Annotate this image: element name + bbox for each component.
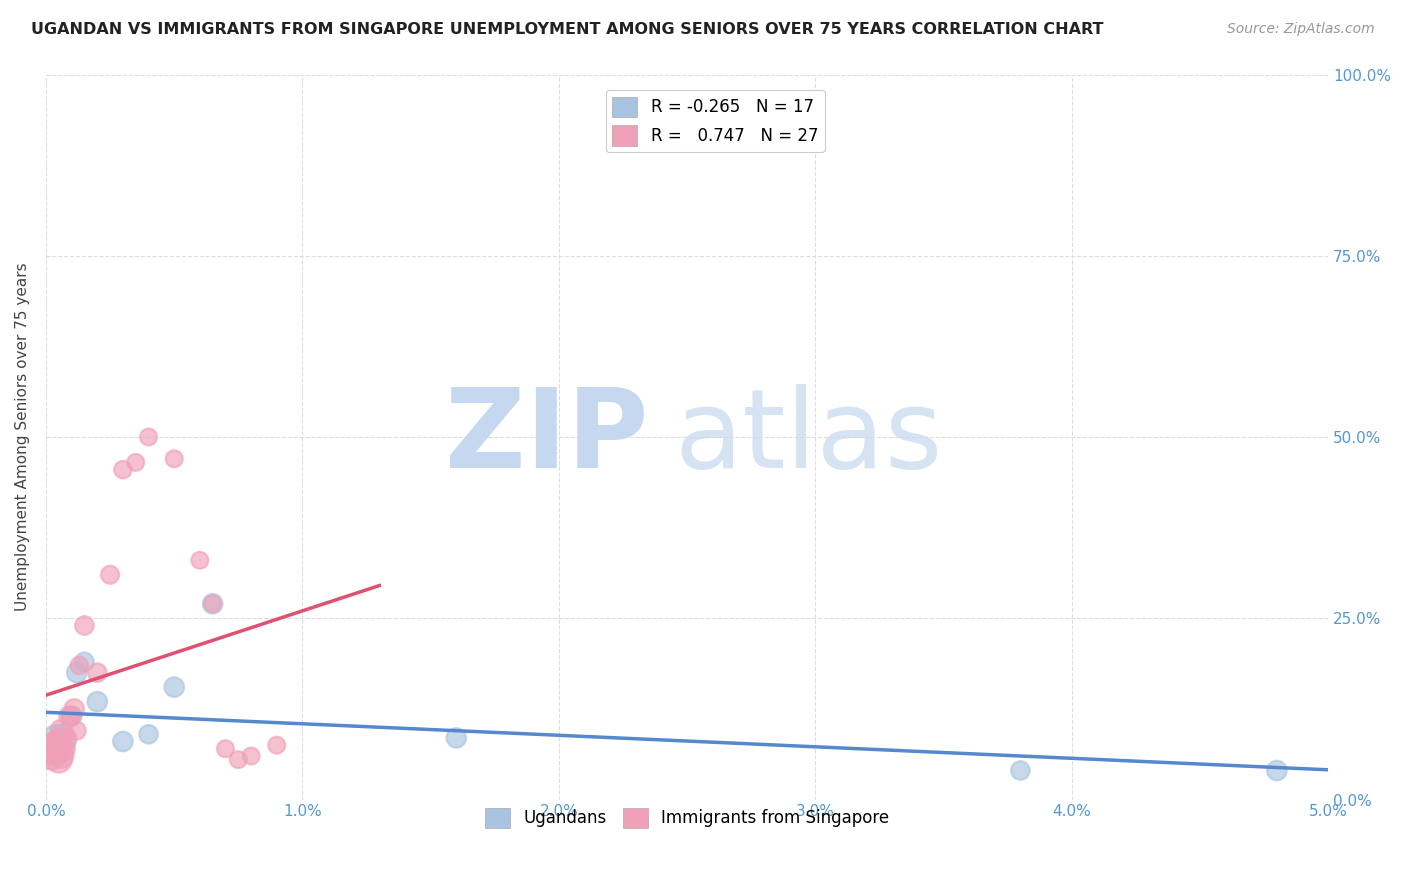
Point — [226, 753, 249, 767]
Point — [55, 734, 77, 748]
Point — [55, 731, 77, 745]
Point — [73, 655, 96, 669]
Point — [138, 430, 160, 444]
Point — [138, 727, 160, 741]
Point — [201, 597, 224, 611]
Point — [201, 597, 224, 611]
Y-axis label: Unemployment Among Seniors over 75 years: Unemployment Among Seniors over 75 years — [15, 263, 30, 611]
Point — [86, 695, 108, 709]
Point — [240, 749, 263, 764]
Point — [111, 463, 134, 477]
Point — [51, 727, 73, 741]
Point — [188, 553, 211, 567]
Point — [66, 665, 89, 680]
Text: UGANDAN VS IMMIGRANTS FROM SINGAPORE UNEMPLOYMENT AMONG SENIORS OVER 75 YEARS CO: UGANDAN VS IMMIGRANTS FROM SINGAPORE UNE… — [31, 22, 1104, 37]
Point — [60, 709, 83, 723]
Text: Source: ZipAtlas.com: Source: ZipAtlas.com — [1227, 22, 1375, 37]
Point — [48, 753, 70, 767]
Point — [52, 745, 75, 759]
Point — [45, 738, 67, 752]
Point — [111, 734, 134, 748]
Point — [51, 749, 73, 764]
Point — [98, 567, 121, 582]
Point — [51, 723, 73, 738]
Point — [39, 745, 62, 759]
Point — [45, 731, 67, 745]
Point — [66, 723, 89, 738]
Point — [163, 680, 186, 694]
Point — [48, 738, 70, 752]
Point — [58, 709, 80, 723]
Legend: Ugandans, Immigrants from Singapore: Ugandans, Immigrants from Singapore — [478, 801, 896, 835]
Point — [86, 665, 108, 680]
Point — [1010, 764, 1032, 778]
Text: atlas: atlas — [675, 384, 943, 491]
Point — [63, 702, 86, 716]
Point — [1265, 764, 1288, 778]
Point — [163, 451, 186, 466]
Point — [52, 741, 75, 756]
Point — [125, 455, 148, 469]
Point — [446, 731, 468, 745]
Point — [214, 741, 236, 756]
Text: ZIP: ZIP — [446, 384, 648, 491]
Point — [48, 734, 70, 748]
Point — [73, 618, 96, 632]
Point — [42, 741, 65, 756]
Point — [60, 709, 83, 723]
Point — [266, 738, 288, 752]
Point — [67, 658, 90, 673]
Point — [42, 741, 65, 756]
